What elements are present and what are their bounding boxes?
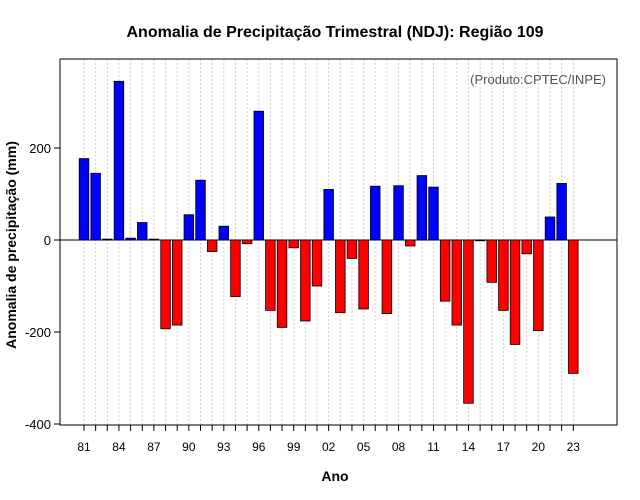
x-tick-label: 87 <box>147 440 161 454</box>
source-annotation: (Produto:CPTEC/INPE) <box>470 72 606 87</box>
bar-2011 <box>428 186 439 241</box>
y-axis: -400 -200 0 200 <box>25 141 60 432</box>
chart-title: Anomalia de Precipitação Trimestral (NDJ… <box>126 24 543 41</box>
x-tick-label: 93 <box>217 440 231 454</box>
bar-1999 <box>288 239 299 249</box>
x-tick-label: 84 <box>112 440 126 454</box>
bar-2013 <box>451 239 463 326</box>
bar-2008 <box>393 185 404 241</box>
x-tick-label: 08 <box>392 440 406 454</box>
y-tick-label: -200 <box>25 325 51 340</box>
plot-frame <box>59 58 618 426</box>
bar-1998 <box>276 239 288 328</box>
bar-2003 <box>335 239 346 314</box>
x-tick-label: 23 <box>567 440 581 454</box>
bar-2010 <box>416 175 428 241</box>
x-tick-label: 99 <box>287 440 301 454</box>
x-tick-label: 11 <box>427 440 440 454</box>
x-axis-label: Ano <box>321 468 348 484</box>
bar-1994 <box>230 239 241 297</box>
bar-2006 <box>370 185 381 241</box>
x-tick-label: 90 <box>182 440 196 454</box>
x-tick-label: 02 <box>322 440 336 454</box>
bar-2020 <box>533 239 544 332</box>
bar-1988 <box>160 239 171 330</box>
bar-1981 <box>78 158 90 241</box>
bar-2016 <box>486 239 497 283</box>
y-axis-label: Anomalia de precipitação (mm) <box>3 141 19 349</box>
bar-1985 <box>125 237 136 241</box>
bar-2012 <box>439 239 451 302</box>
y-tick-label: 200 <box>29 141 51 156</box>
bar-1992 <box>206 239 218 252</box>
bar-2005 <box>358 239 369 310</box>
bar-2002 <box>323 188 334 241</box>
grid-lines <box>83 59 574 425</box>
bar-1991 <box>195 179 206 241</box>
bar-1990 <box>183 214 195 241</box>
bars <box>78 80 579 404</box>
x-tick-label: 96 <box>252 440 266 454</box>
y-tick-label: 0 <box>44 233 51 248</box>
bar-2004 <box>346 239 358 259</box>
bar-2009 <box>404 239 416 247</box>
bar-2015 <box>474 239 486 242</box>
bar-2018 <box>509 239 521 345</box>
y-tick-label: -400 <box>25 417 51 432</box>
bar-1987 <box>148 238 160 241</box>
bar-1993 <box>218 225 230 241</box>
bar-2017 <box>498 239 509 311</box>
x-tick-label: 81 <box>77 440 91 454</box>
bar-1983 <box>102 238 113 241</box>
bar-2000 <box>300 239 311 322</box>
bar-2007 <box>381 239 393 314</box>
bar-1997 <box>265 239 276 311</box>
bar-1982 <box>90 172 101 241</box>
bar-2001 <box>311 239 323 287</box>
x-axis: 81 84 87 90 93 96 99 02 05 08 11 14 17 20 23 <box>77 425 580 454</box>
bar-2014 <box>463 239 474 404</box>
bar-2023 <box>568 239 579 374</box>
bar-1989 <box>171 239 183 326</box>
x-tick-label: 14 <box>462 440 476 454</box>
bar-2019 <box>521 239 532 255</box>
bar-2021 <box>544 216 556 241</box>
bar-1996 <box>253 110 264 241</box>
bar-1984 <box>113 80 125 241</box>
x-tick-label: 20 <box>532 440 546 454</box>
bar-2022 <box>556 183 567 241</box>
bar-1995 <box>241 239 253 245</box>
x-tick-label: 17 <box>497 440 511 454</box>
x-tick-label: 05 <box>357 440 371 454</box>
bar-1986 <box>137 222 148 241</box>
